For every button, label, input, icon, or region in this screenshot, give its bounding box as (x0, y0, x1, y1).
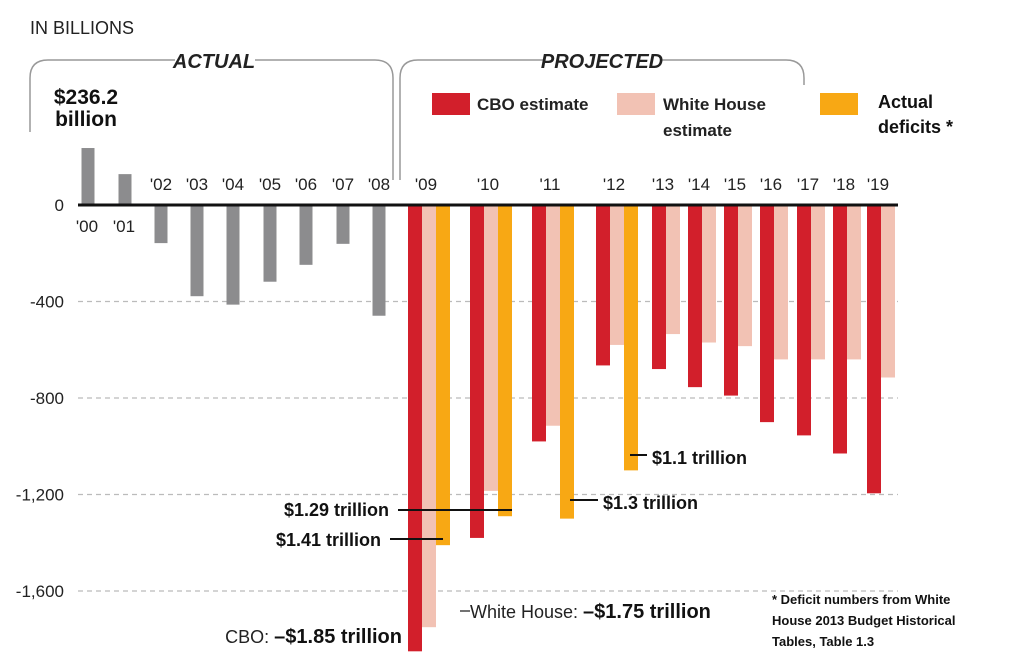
legend-label-white-house-2: estimate (663, 121, 732, 140)
bar-white-house-estimate (774, 205, 788, 360)
footnote-line2: House 2013 Budget Historical (772, 613, 956, 628)
x-tick-label: '01 (113, 217, 135, 236)
legend-label-actual-2: deficits * (878, 117, 953, 137)
footnote-line3: Tables, Table 1.3 (772, 634, 874, 649)
annotation-cbo-prefix: CBO: (225, 627, 274, 647)
x-tick-label: '00 (76, 217, 98, 236)
bar-white-house-estimate (702, 205, 716, 343)
bar-white-house-estimate (881, 205, 895, 378)
x-axis: '00 '01 '02 '03 '04 '05 '06 '07 '08 '09 '10 '11 '12 '… (76, 175, 889, 236)
annotation-leaders (390, 454, 647, 612)
bar-cbo-estimate (760, 205, 774, 423)
peak-annotation-line2: billion (55, 108, 117, 131)
y-tick-label: 0 (55, 196, 64, 215)
bar-cbo-estimate (652, 205, 666, 370)
bar-white-house-estimate (847, 205, 861, 360)
bar-actual-history (154, 205, 168, 244)
annotation-white-house-low: White House: –$1.75 trillion (470, 601, 711, 623)
bar-actual-deficit (436, 205, 450, 546)
legend-swatch-cbo (432, 93, 470, 115)
y-tick-label: -800 (30, 389, 64, 408)
x-tick-label: '11 (540, 175, 561, 194)
x-tick-label: '08 (368, 175, 390, 194)
unit-label: IN BILLIONS (30, 18, 134, 38)
annotation-2010-actual: $1.29 trillion (284, 500, 389, 520)
bar-actual-history (118, 174, 132, 205)
bar-actual-history (299, 205, 313, 265)
bars (81, 148, 895, 652)
x-tick-label: '06 (295, 175, 317, 194)
bar-white-house-estimate (666, 205, 680, 335)
bar-actual-history (372, 205, 386, 316)
bar-actual-history (336, 205, 350, 244)
bar-cbo-estimate (867, 205, 881, 494)
x-tick-label: '19 (867, 175, 889, 194)
x-tick-label: '12 (603, 175, 625, 194)
bar-actual-deficit (624, 205, 638, 471)
bar-actual-history (81, 148, 95, 205)
bar-cbo-estimate (797, 205, 811, 436)
bar-actual-history (190, 205, 204, 297)
bar-cbo-estimate (470, 205, 484, 538)
x-tick-label: '10 (477, 175, 499, 194)
x-tick-label: '16 (760, 175, 782, 194)
annotation-cbo-low: CBO: –$1.85 trillion (225, 626, 402, 648)
section-projected-label: PROJECTED (541, 51, 663, 73)
actual-bracket (29, 59, 394, 180)
annotation-wh-value: –$1.75 trillion (583, 601, 711, 623)
bar-actual-history (226, 205, 240, 305)
bar-cbo-estimate (596, 205, 610, 366)
projected-bracket (399, 59, 805, 180)
footnote-line1: * Deficit numbers from White (772, 592, 950, 607)
y-axis: 0 -400 -800 -1,200 -1,600 (16, 196, 64, 601)
bar-white-house-estimate (422, 205, 436, 628)
x-tick-label: '04 (222, 175, 244, 194)
annotation-cbo-value: –$1.85 trillion (274, 626, 402, 648)
section-actual-label: ACTUAL (172, 51, 255, 73)
x-tick-label: '18 (833, 175, 855, 194)
bar-cbo-estimate (408, 205, 422, 652)
bar-white-house-estimate (738, 205, 752, 347)
bar-cbo-estimate (833, 205, 847, 454)
annotation-2012-actual: $1.1 trillion (652, 448, 747, 468)
y-tick-label: -400 (30, 293, 64, 312)
x-tick-label: '09 (415, 175, 437, 194)
legend-swatch-white-house (617, 93, 655, 115)
x-tick-label: '13 (652, 175, 674, 194)
x-tick-label: '17 (797, 175, 819, 194)
x-tick-label: '05 (259, 175, 281, 194)
legend-swatch-actual (820, 93, 858, 115)
bar-white-house-estimate (484, 205, 498, 491)
bar-actual-deficit (498, 205, 512, 517)
annotation-wh-prefix: White House: (470, 602, 583, 622)
x-tick-label: '15 (724, 175, 746, 194)
bar-white-house-estimate (811, 205, 825, 360)
legend-label-actual-1: Actual (878, 92, 933, 112)
bar-cbo-estimate (688, 205, 702, 388)
x-tick-label: '02 (150, 175, 172, 194)
bar-cbo-estimate (532, 205, 546, 442)
legend-label-cbo: CBO estimate (477, 95, 588, 114)
bar-cbo-estimate (724, 205, 738, 396)
x-tick-label: '07 (332, 175, 354, 194)
bar-actual-deficit (560, 205, 574, 519)
bar-white-house-estimate (610, 205, 624, 345)
x-tick-label: '14 (688, 175, 710, 194)
bar-actual-history (263, 205, 277, 282)
x-tick-label: '03 (186, 175, 208, 194)
y-tick-label: -1,600 (16, 582, 64, 601)
y-tick-label: -1,200 (16, 486, 64, 505)
annotation-2009-actual: $1.41 trillion (276, 530, 381, 550)
annotation-2011-actual: $1.3 trillion (603, 493, 698, 513)
legend-label-white-house-1: White House (663, 95, 766, 114)
peak-annotation-line1: $236.2 (54, 86, 118, 109)
bar-white-house-estimate (546, 205, 560, 426)
